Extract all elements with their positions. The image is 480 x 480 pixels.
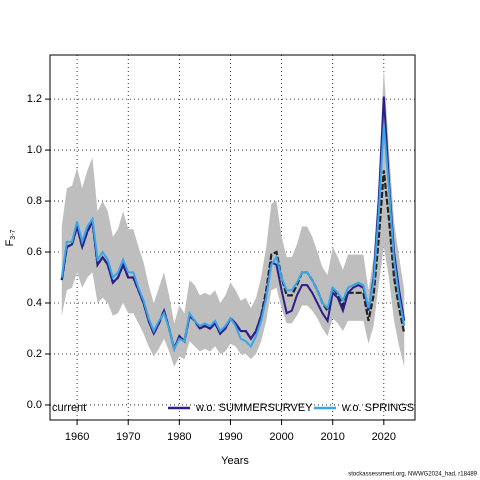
y-tick-label: 0.6 (27, 246, 42, 258)
x-tick-label: 1980 (167, 431, 191, 443)
x-tick-label: 1960 (65, 431, 89, 443)
legend-label: w.o. SUMMERSURVEY (195, 402, 313, 414)
legend: current w.o. SUMMERSURVEY w.o. SPRINGSUF (52, 402, 429, 414)
y-tick-label: 0.0 (27, 399, 42, 411)
x-tick-label: 2000 (269, 431, 293, 443)
x-tick-label: 1970 (116, 431, 140, 443)
x-tick-label: 2020 (372, 431, 396, 443)
plot-frame (49, 54, 416, 421)
y-tick-label: 1.0 (27, 144, 42, 156)
series-line (60, 124, 406, 352)
y-axis-label: F3-7 (4, 229, 17, 246)
x-tick-label: 1990 (218, 431, 242, 443)
y-tick-label: 0.8 (27, 195, 42, 207)
legend-label: current (52, 402, 86, 414)
y-tick-label: 1.2 (27, 93, 42, 105)
y-tick-label: 0.2 (27, 348, 42, 360)
y-tick-label: 0.4 (27, 297, 42, 309)
x-tick-label: 2010 (320, 431, 344, 443)
legend-label: w.o. SPRINGSUF (341, 402, 429, 414)
y-axis-label-sub: 3-7 (10, 229, 17, 239)
y-axis-label-main: F (4, 239, 16, 246)
x-axis-label: Years (221, 455, 249, 467)
footer: stockassessment.org, NWWG2024_had, r1848… (348, 472, 477, 478)
